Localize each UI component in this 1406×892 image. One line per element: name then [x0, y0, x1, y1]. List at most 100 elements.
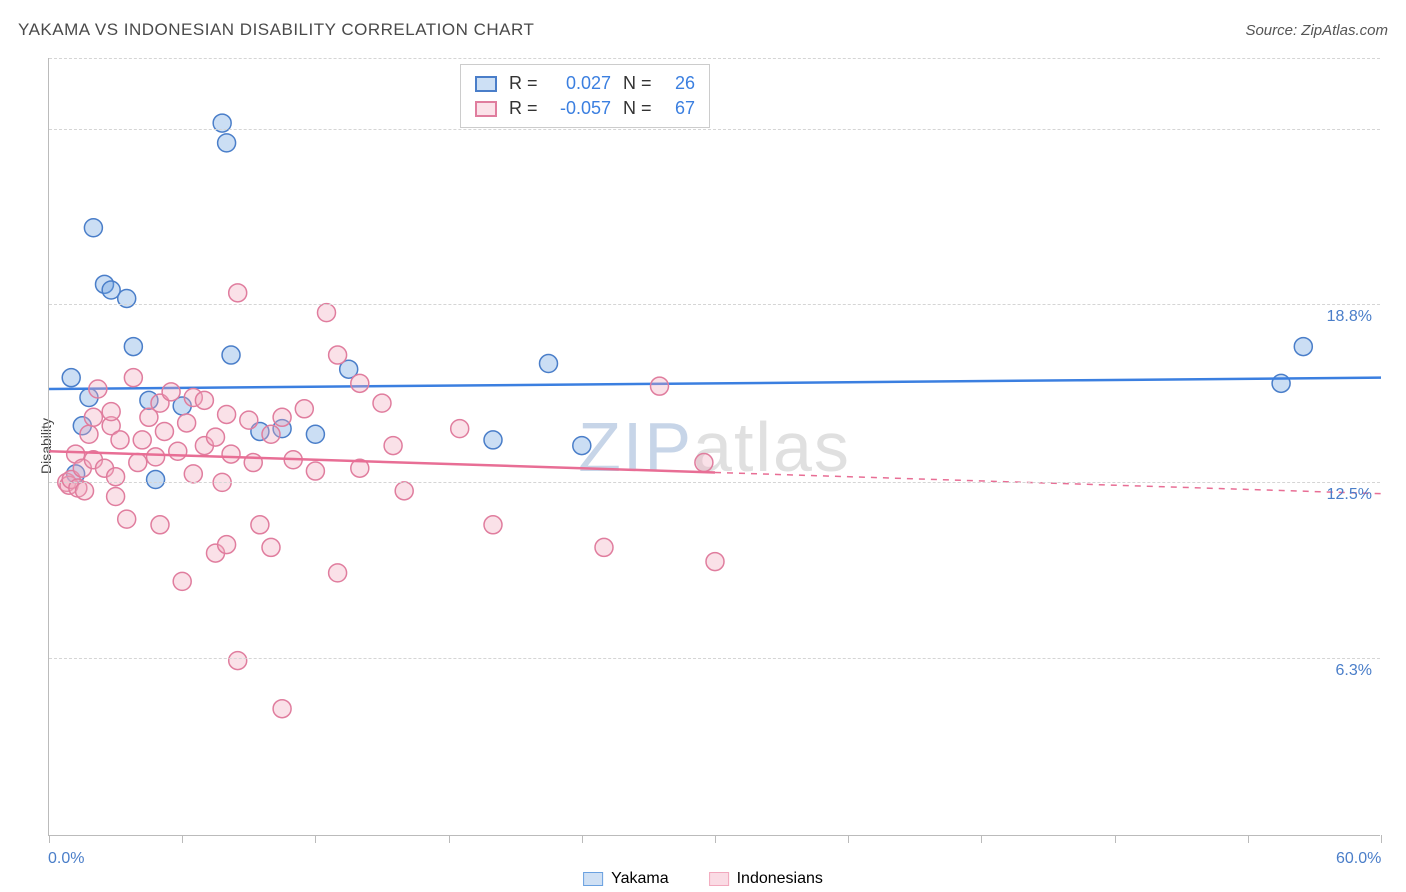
legend-swatch [475, 101, 497, 117]
data-point [484, 516, 502, 534]
source-attribution: Source: ZipAtlas.com [1245, 22, 1388, 39]
trend-line [49, 378, 1381, 389]
data-point [595, 538, 613, 556]
data-point [107, 488, 125, 506]
gridline [49, 658, 1380, 659]
data-point [129, 454, 147, 472]
scatter-plot: ZIPatlas 6.3%12.5%18.8% [48, 58, 1380, 836]
legend-n-value: 26 [665, 71, 695, 96]
data-point [451, 420, 469, 438]
data-point [573, 437, 591, 455]
legend-item: Indonesians [709, 870, 823, 888]
data-point [251, 516, 269, 534]
data-point [706, 553, 724, 571]
legend-row: R = 0.027 N = 26 [475, 71, 695, 96]
data-point [222, 346, 240, 364]
x-tick [1248, 835, 1249, 843]
data-point [151, 516, 169, 534]
data-point [351, 374, 369, 392]
data-point [244, 454, 262, 472]
y-tick-label: 6.3% [1336, 662, 1372, 680]
data-point [162, 383, 180, 401]
y-tick-label: 18.8% [1327, 308, 1372, 326]
x-tick [848, 835, 849, 843]
x-tick [182, 835, 183, 843]
x-tick [49, 835, 50, 843]
data-point [155, 422, 173, 440]
data-point [84, 408, 102, 426]
legend-swatch [709, 872, 729, 886]
legend-row: R =-0.057N =67 [475, 96, 695, 121]
data-point [62, 369, 80, 387]
data-point [229, 284, 247, 302]
x-tick [981, 835, 982, 843]
data-point [173, 572, 191, 590]
x-tick [315, 835, 316, 843]
x-tick-label: 60.0% [1336, 850, 1381, 868]
data-point [484, 431, 502, 449]
data-point [329, 564, 347, 582]
x-tick-label: 0.0% [48, 850, 84, 868]
legend-r-value: -0.057 [551, 96, 611, 121]
data-point [318, 304, 336, 322]
data-point [240, 411, 258, 429]
legend-r-label: R = [509, 96, 539, 121]
gridline [49, 482, 1380, 483]
data-point [295, 400, 313, 418]
data-point [222, 445, 240, 463]
data-point [395, 482, 413, 500]
data-point [76, 482, 94, 500]
data-point [111, 431, 129, 449]
legend-swatch [583, 872, 603, 886]
legend-label: Indonesians [737, 870, 823, 888]
data-point [80, 425, 98, 443]
data-point [1272, 374, 1290, 392]
data-point [124, 369, 142, 387]
correlation-legend: R = 0.027 N = 26R = -0.057 N = 67 [460, 64, 710, 128]
data-point [178, 414, 196, 432]
data-point [384, 437, 402, 455]
x-tick [449, 835, 450, 843]
legend-n-label: N = [623, 71, 653, 96]
data-point [1294, 338, 1312, 356]
legend-n-value: 67 [665, 96, 695, 121]
plot-svg [49, 58, 1380, 835]
data-point [102, 403, 120, 421]
y-tick-label: 12.5% [1327, 486, 1372, 504]
data-point [651, 377, 669, 395]
data-point [124, 338, 142, 356]
data-point [262, 538, 280, 556]
data-point [329, 346, 347, 364]
data-point [695, 454, 713, 472]
data-point [373, 394, 391, 412]
data-point [273, 700, 291, 718]
x-tick [582, 835, 583, 843]
data-point [306, 462, 324, 480]
data-point [84, 219, 102, 237]
data-point [184, 465, 202, 483]
data-point [118, 510, 136, 528]
gridline [49, 129, 1380, 130]
data-point [169, 442, 187, 460]
x-tick [1115, 835, 1116, 843]
chart-title: YAKAMA VS INDONESIAN DISABILITY CORRELAT… [18, 20, 534, 40]
legend-r-label: R = [509, 71, 539, 96]
series-legend: Yakama Indonesians [583, 870, 823, 888]
gridline [49, 58, 1380, 59]
data-point [273, 408, 291, 426]
data-point [262, 425, 280, 443]
data-point [147, 471, 165, 489]
legend-r-value: 0.027 [551, 71, 611, 96]
data-point [306, 425, 324, 443]
legend-swatch [475, 76, 497, 92]
data-point [195, 391, 213, 409]
x-tick [1381, 835, 1382, 843]
x-tick [715, 835, 716, 843]
data-point [133, 431, 151, 449]
data-point [218, 405, 236, 423]
data-point [89, 380, 107, 398]
data-point [229, 652, 247, 670]
legend-label: Yakama [611, 870, 669, 888]
legend-item: Yakama [583, 870, 669, 888]
data-point [207, 428, 225, 446]
